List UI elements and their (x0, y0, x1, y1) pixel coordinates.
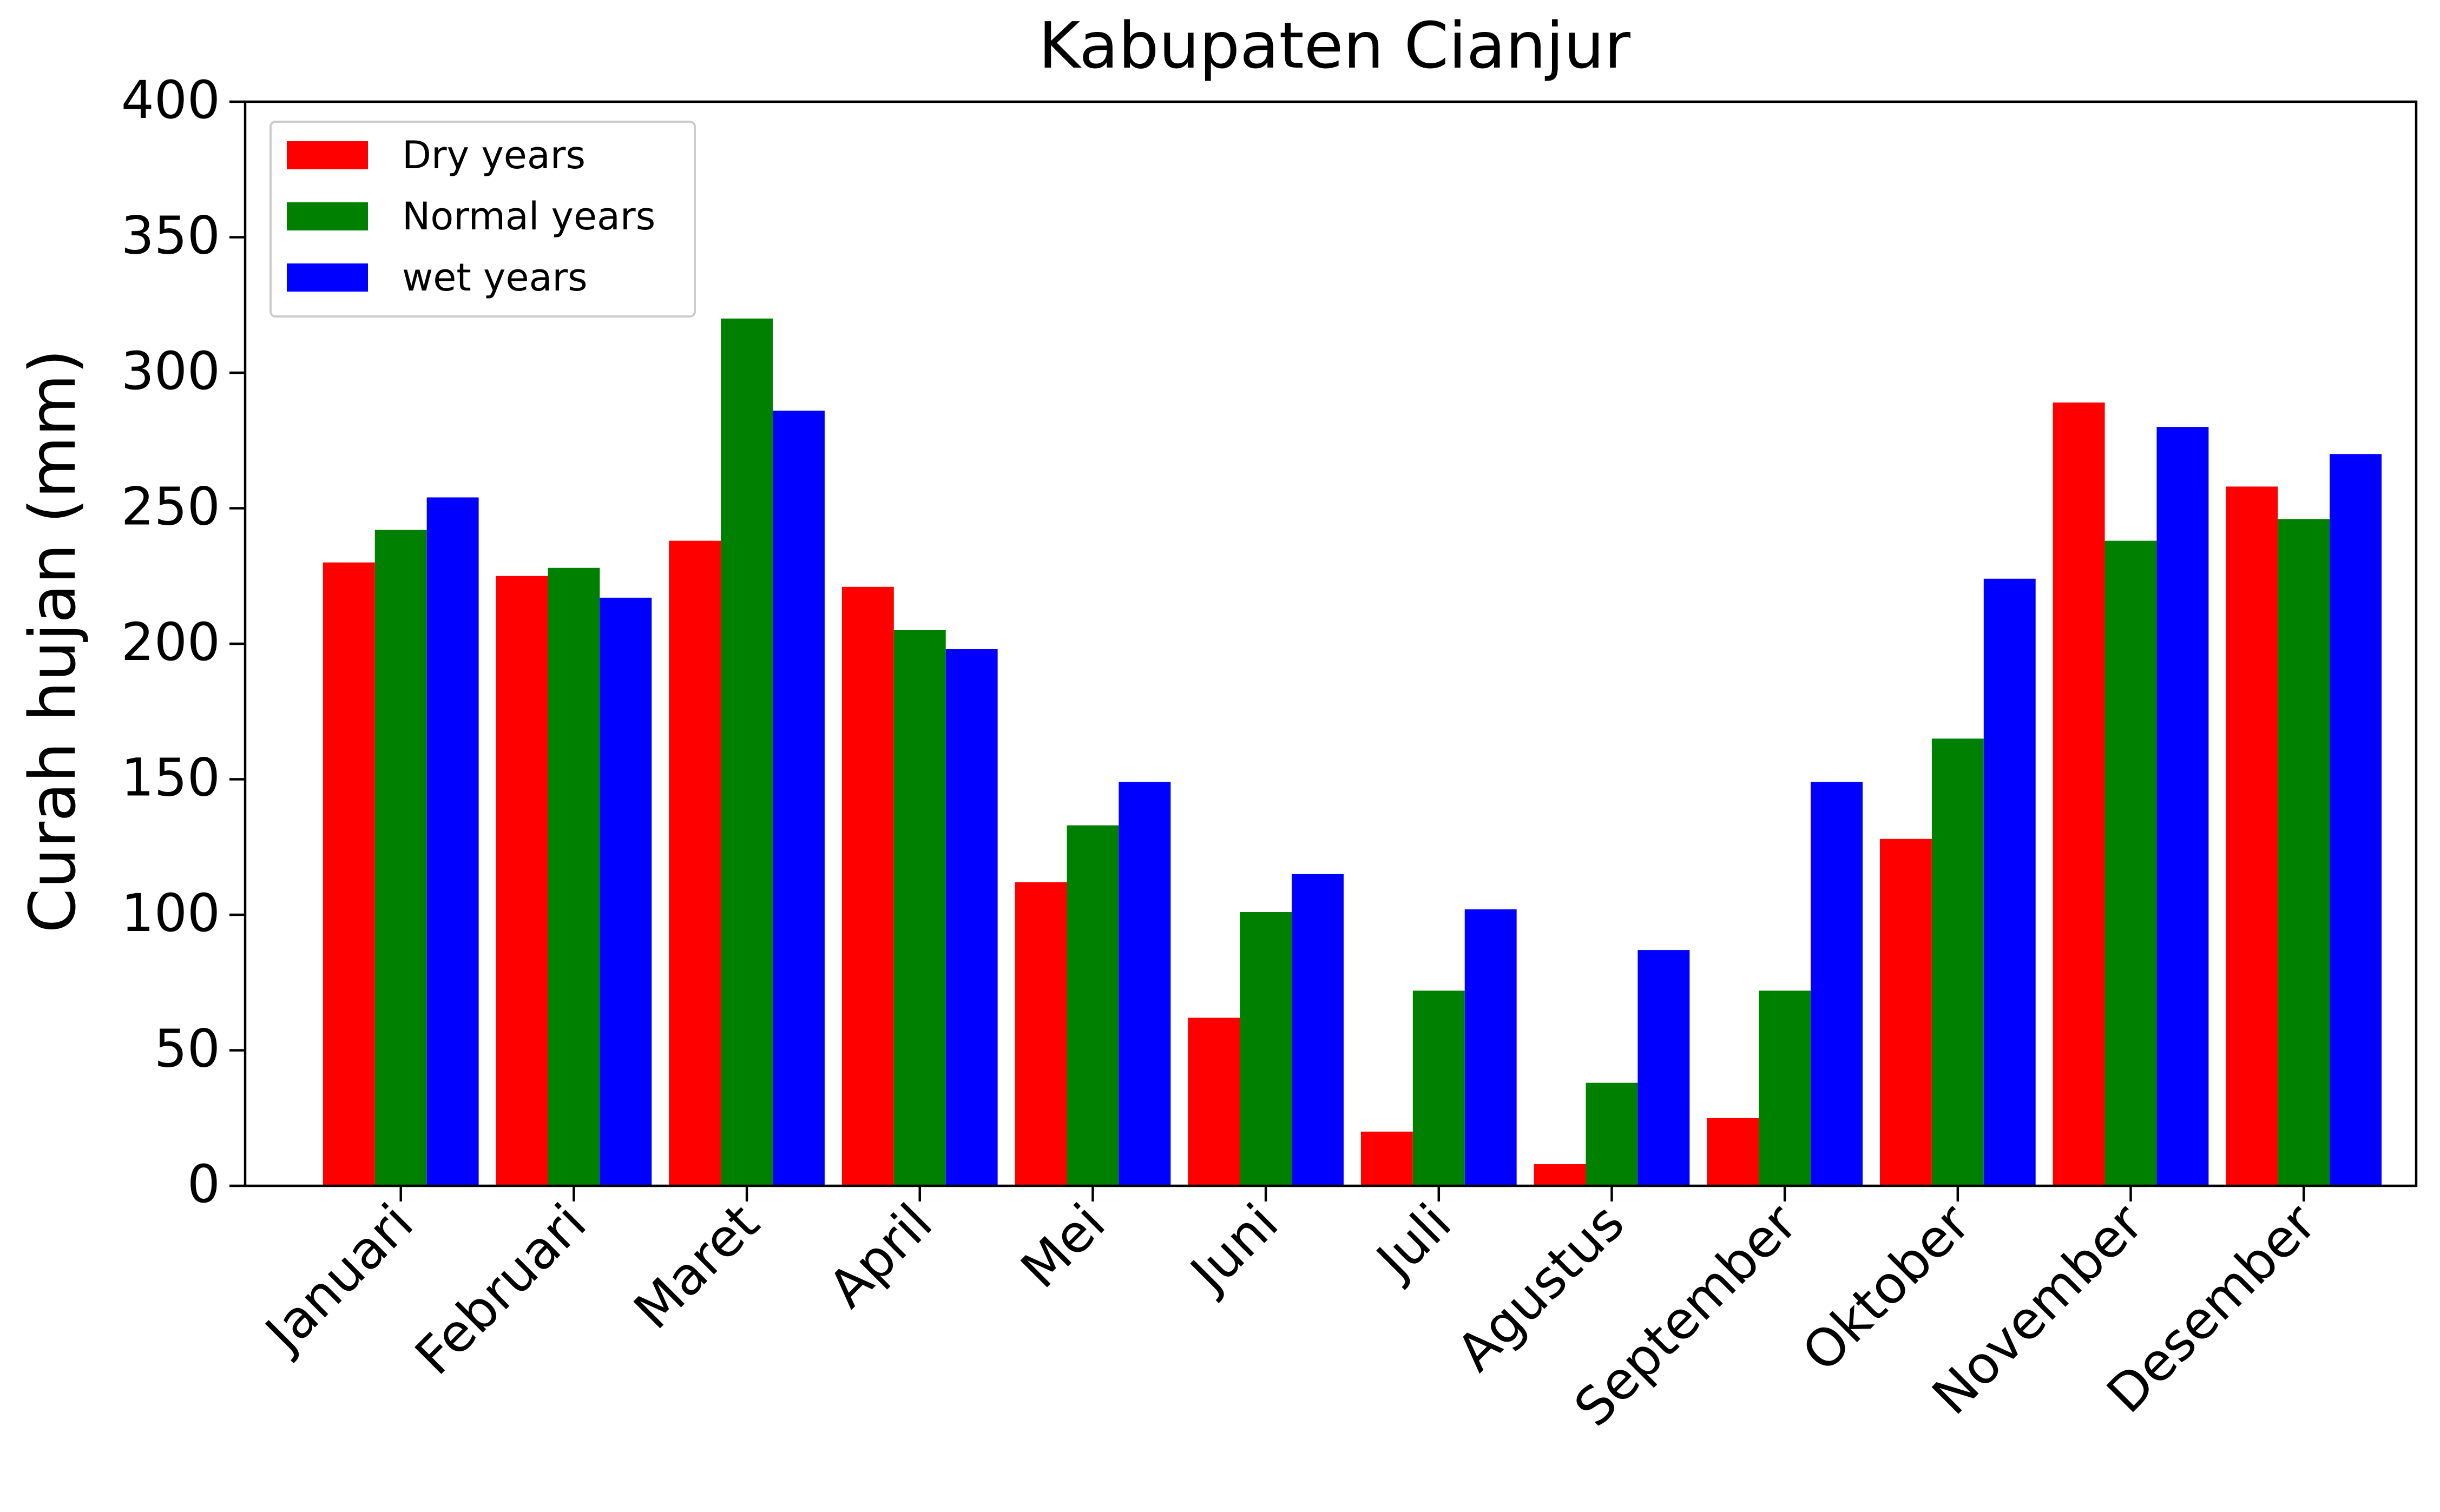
y-axis-label: Curah hujan (mm) (15, 349, 90, 933)
bar-0-1 (496, 576, 548, 1186)
bar-0-3 (841, 586, 894, 1186)
bar-2-11 (2330, 454, 2382, 1186)
legend-box (269, 121, 696, 318)
bar-1-5 (1240, 912, 1292, 1186)
y-tick-label: 100 (121, 883, 220, 943)
legend-swatch-0 (287, 141, 368, 169)
bar-1-0 (374, 530, 427, 1186)
legend: Dry years Normal years wet years (269, 121, 696, 318)
bar-2-4 (1119, 782, 1171, 1186)
bar-1-1 (548, 567, 600, 1186)
y-tick-label: 350 (121, 206, 220, 266)
bar-0-9 (1879, 838, 1932, 1186)
legend-label-0: Dry years (402, 133, 586, 177)
bar-1-2 (721, 318, 773, 1186)
bar-0-5 (1188, 1018, 1240, 1186)
bar-1-6 (1412, 991, 1465, 1186)
bar-2-10 (2156, 427, 2209, 1186)
bar-0-10 (2053, 402, 2105, 1186)
bar-1-8 (1759, 991, 1811, 1186)
y-tick-label: 0 (187, 1154, 220, 1214)
bar-2-8 (1811, 782, 1863, 1186)
y-tick-label: 250 (121, 477, 220, 537)
bar-0-4 (1015, 882, 1067, 1186)
bar-0-8 (1707, 1118, 1759, 1186)
bar-2-5 (1292, 874, 1344, 1186)
legend-swatch-1 (287, 202, 368, 230)
legend-label-1: Normal years (402, 194, 655, 239)
bars-group (323, 318, 2382, 1186)
legend-swatch-2 (287, 263, 368, 292)
bar-2-0 (426, 497, 479, 1186)
y-tick-label: 150 (121, 748, 220, 808)
y-tick-label: 50 (154, 1019, 220, 1079)
legend-label-2: wet years (402, 255, 588, 300)
bar-1-3 (893, 630, 946, 1186)
y-tick-label: 300 (121, 341, 220, 401)
bar-2-1 (600, 597, 652, 1186)
bar-2-3 (945, 649, 998, 1186)
bar-0-7 (1534, 1164, 1586, 1186)
y-tick-label: 200 (121, 612, 220, 672)
chart-title: Kabupaten Cianjur (1038, 8, 1631, 83)
y-tick-label: 400 (121, 70, 220, 130)
bar-1-4 (1067, 825, 1119, 1186)
bar-0-0 (323, 562, 375, 1186)
y-ticks-group: 0 50 100 150 200 250 300 350 400 (121, 70, 245, 1214)
bar-2-2 (773, 411, 825, 1186)
plot-frame (244, 100, 2418, 1187)
bar-1-7 (1586, 1082, 1638, 1186)
bar-1-9 (1931, 738, 1984, 1186)
bar-2-6 (1464, 909, 1517, 1186)
bar-2-9 (1983, 578, 2036, 1186)
bar-1-10 (2104, 540, 2157, 1186)
bar-0-6 (1360, 1131, 1413, 1186)
bar-0-2 (669, 540, 721, 1186)
bar-0-11 (2226, 486, 2278, 1186)
bar-2-7 (1637, 950, 1690, 1186)
bar-1-11 (2278, 519, 2330, 1186)
